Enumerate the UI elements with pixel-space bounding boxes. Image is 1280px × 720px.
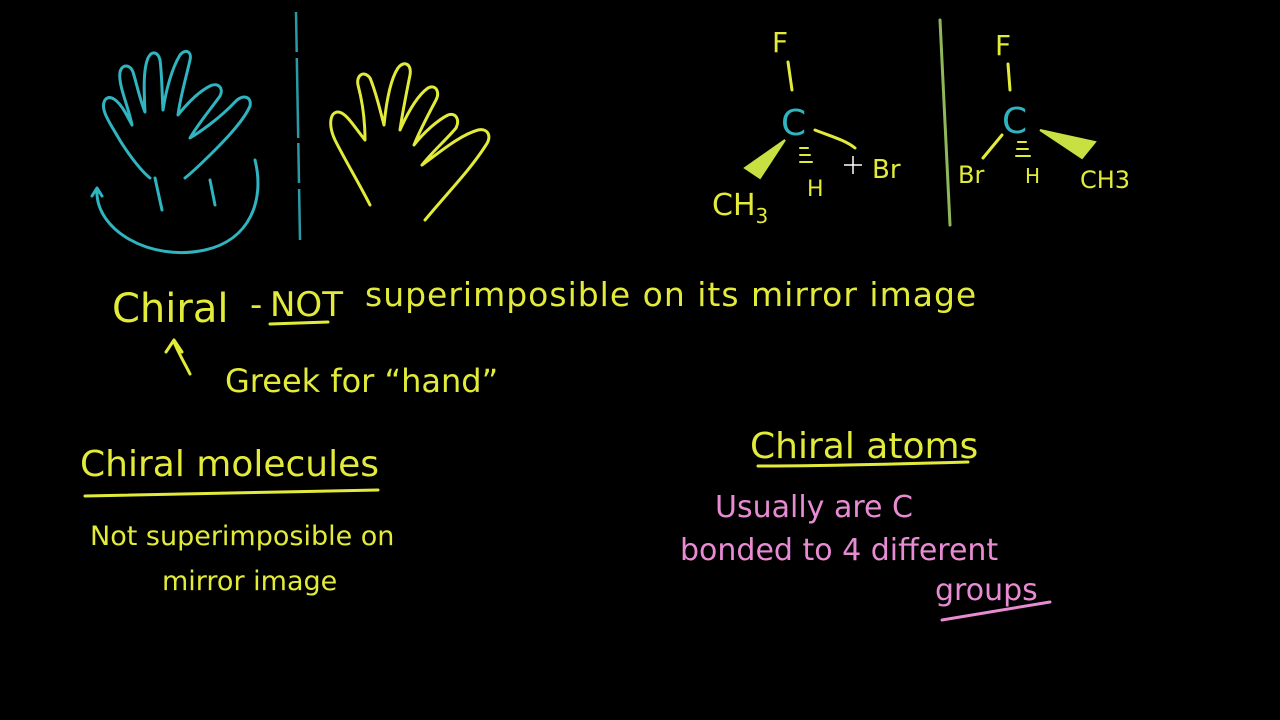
left-hand-drawing [90,49,260,255]
hand-mirror-line [294,11,302,241]
left-molecule-hydrogen: H [807,177,824,202]
right-molecule-methyl: CH3 [1080,166,1130,194]
chiral-atoms-line2: bonded to 4 different [680,533,998,568]
chiral-molecules-heading: Chiral molecules [80,444,379,485]
chiral-atoms-heading: Chiral atoms [750,426,978,467]
groups-underline [940,600,1052,622]
chiral-atoms-section: Chiral atoms Usually are C bonded to 4 d… [680,426,1052,622]
chiral-definition: Chiral - NOT superimposible on its mirro… [112,275,977,400]
molecule-right: F C Br H CH3 [958,29,1130,194]
molecule-left: F C CH3 H Br [712,26,901,228]
not-underline [268,320,330,326]
definition-dash: - [250,285,262,325]
right-molecule-hydrogen: H [1025,164,1040,188]
chiral-molecules-line2: mirror image [162,566,337,597]
left-molecule-fluorine: F [772,26,788,59]
chiral-atoms-underline [756,460,970,468]
chiral-molecules-line1: Not superimposible on [90,521,394,552]
right-molecule-bromine: Br [958,161,984,189]
definition-rest: superimposible on its mirror image [365,275,977,314]
left-wedge-bond [743,139,786,180]
definition-greek: Greek for “hand” [225,362,498,400]
left-molecule-carbon: C [781,103,806,144]
left-molecule-methyl: CH3 [712,188,768,228]
definition-arrow [164,338,192,376]
molecule-mirror-line [938,18,952,227]
definition-term: Chiral [112,286,228,332]
definition-not: NOT [270,285,343,325]
left-molecule-bromine: Br [872,155,901,185]
right-dash-bond [1015,141,1031,157]
right-molecule-carbon: C [1002,101,1027,142]
crosshair-cursor-icon [844,156,862,174]
chiral-molecules-underline [83,488,380,498]
chiral-atoms-line3: groups [935,573,1038,608]
chiral-molecules-section: Chiral molecules Not superimposible on m… [80,444,394,597]
right-wedge-bond [1039,129,1097,160]
right-molecule-fluorine: F [995,29,1011,62]
left-dash-bond [799,147,813,163]
right-hand-drawing [329,62,491,222]
chiral-atoms-line1: Usually are C [715,490,913,525]
